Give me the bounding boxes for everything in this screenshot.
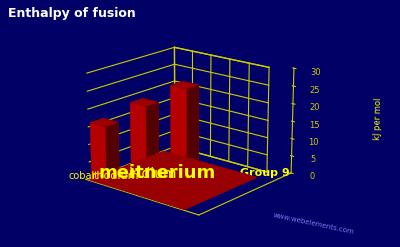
Text: www.webelements.com: www.webelements.com	[272, 213, 354, 236]
Text: Enthalpy of fusion: Enthalpy of fusion	[8, 7, 136, 20]
